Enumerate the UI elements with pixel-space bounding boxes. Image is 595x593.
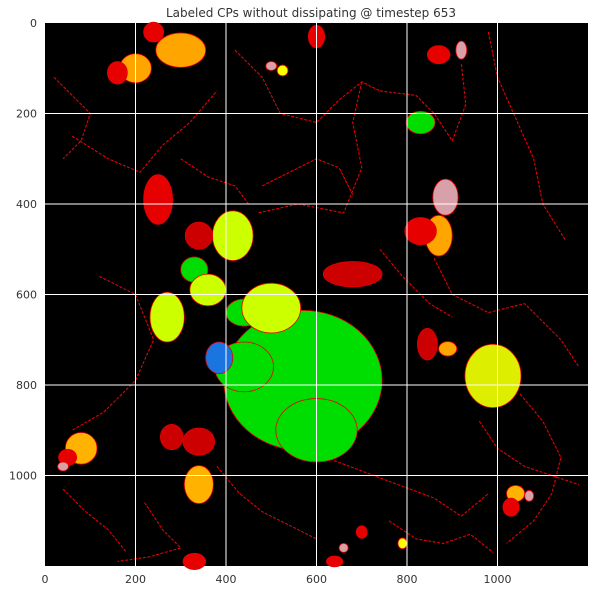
- cp-region-green-top-right: [405, 110, 436, 135]
- cp-region-gold-bottom: [183, 465, 214, 504]
- cp-region-blue: [205, 341, 234, 375]
- y-tick-label: 0: [30, 17, 37, 30]
- grid: [45, 23, 588, 566]
- x-tick-label: 0: [42, 573, 49, 586]
- cp-region-pink-right: [432, 178, 459, 216]
- boundary-trace: [379, 248, 453, 318]
- boundary-trace: [180, 158, 250, 205]
- cp-region-red-bottom-2: [326, 555, 344, 568]
- cp-region-red-bottom-left-2: [159, 423, 184, 451]
- cp-region-red-top-left-2: [107, 61, 128, 85]
- cp-region-pink-bottom: [338, 542, 349, 553]
- boundary-trace: [71, 275, 155, 431]
- cp-region-red-mid-left: [184, 221, 213, 250]
- cp-region-red-right-mid: [417, 328, 438, 361]
- x-tick-label: 600: [306, 573, 327, 586]
- y-tick-label: 1000: [9, 470, 37, 483]
- cp-region-red-bottom: [182, 552, 207, 571]
- x-tick-label: 1000: [484, 573, 512, 586]
- cp-region-yellow-green-right: [464, 343, 522, 409]
- cp-region-red-top-left: [143, 21, 164, 43]
- boundary-trace: [478, 420, 580, 486]
- cp-region-lime-mid: [189, 273, 227, 307]
- boundary-trace: [117, 502, 182, 563]
- x-tick-label: 800: [397, 573, 418, 586]
- boundary-trace: [325, 456, 489, 517]
- cp-region-yellow-bottom: [397, 537, 408, 550]
- cp-region-yellow-top: [276, 64, 289, 77]
- cp-region-pink-bottom-left: [57, 461, 69, 472]
- cp-region-red-bottom-3: [355, 525, 368, 539]
- boundary-trace: [257, 81, 363, 214]
- boundary-trace: [506, 393, 562, 544]
- boundary-trace: [433, 258, 580, 368]
- cp-region-red-left: [143, 174, 174, 225]
- boundary-trace: [216, 466, 317, 540]
- cp-region-red-right: [404, 217, 437, 246]
- boundary-trace: [388, 520, 494, 553]
- y-tick-label: 400: [16, 198, 37, 211]
- cp-region-pink-top-right: [455, 40, 468, 60]
- cp-region-lime-center: [241, 282, 302, 334]
- boundary-trace: [379, 63, 467, 142]
- x-tick-label: 400: [216, 573, 237, 586]
- boundary-trace: [71, 90, 218, 173]
- cp-region-pink-bottom-right: [524, 490, 535, 502]
- cp-region-pink-top: [265, 61, 278, 71]
- cp-region-red-bottom-right: [502, 497, 520, 517]
- x-tick-label: 200: [125, 573, 146, 586]
- boundary-trace: [487, 31, 566, 241]
- y-tick-label: 200: [16, 108, 37, 121]
- y-tick-label: 800: [16, 379, 37, 392]
- cp-region-red-top-right: [426, 45, 451, 65]
- cp-region-red-mid: [322, 261, 383, 288]
- chart-title: Labeled CPs without dissipating @ timest…: [166, 6, 456, 20]
- y-tick-label: 600: [16, 289, 37, 302]
- cp-region-lime-left: [149, 291, 185, 343]
- cp-region-orange-right-lower: [438, 341, 458, 357]
- cp-region-lime-upper: [212, 210, 254, 261]
- boundary-trace: [62, 488, 127, 553]
- cp-region-orange-top: [155, 32, 207, 68]
- axis-ticks: 0 200 400 600 800 1000 0 200 400 600 800 1000: [9, 17, 512, 586]
- cp-region-red-bottom-left: [182, 427, 216, 456]
